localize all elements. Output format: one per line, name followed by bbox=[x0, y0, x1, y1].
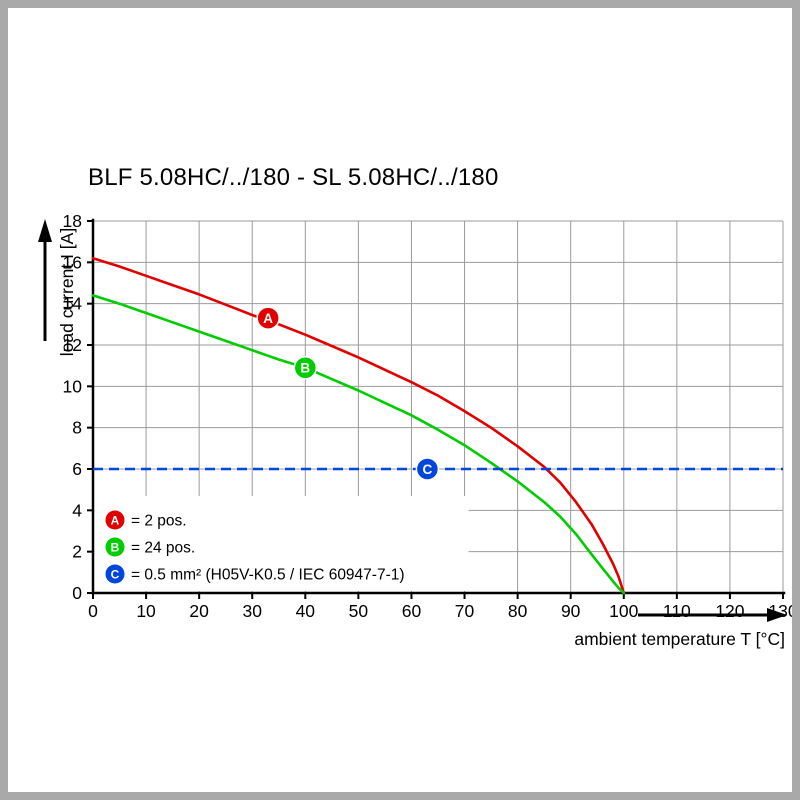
svg-text:A: A bbox=[263, 311, 273, 326]
series-A-curve bbox=[91, 256, 626, 595]
legend-marker-icon bbox=[105, 510, 125, 530]
svg-text:4: 4 bbox=[72, 500, 82, 520]
svg-text:B: B bbox=[300, 361, 310, 376]
svg-text:10: 10 bbox=[136, 601, 156, 621]
x-tick-labels: 0 10 20 30 40 50 60 70 80 90 100 110 120 130 bbox=[88, 601, 792, 621]
legend-label: = 0.5 mm² (H05V-K0.5 / IEC 60947-7-1) bbox=[131, 567, 405, 584]
svg-text:8: 8 bbox=[72, 418, 82, 438]
svg-text:90: 90 bbox=[561, 601, 581, 621]
x-axis-arrow-icon bbox=[638, 608, 787, 622]
curve-marker-B: B bbox=[293, 355, 318, 380]
legend-item-A: A = 2 pos. bbox=[105, 510, 187, 530]
svg-text:0: 0 bbox=[72, 583, 82, 603]
svg-text:40: 40 bbox=[296, 601, 316, 621]
svg-text:0: 0 bbox=[88, 601, 98, 621]
derating-chart: 0 10 20 30 40 50 60 70 80 90 100 110 120 130024681012… bbox=[38, 211, 792, 649]
svg-text:70: 70 bbox=[455, 601, 475, 621]
legend-item-B: B = 24 pos. bbox=[105, 537, 195, 557]
svg-text:30: 30 bbox=[242, 601, 262, 621]
tick-marks bbox=[87, 220, 784, 599]
svg-text:2: 2 bbox=[72, 542, 82, 562]
legend-marker-icon bbox=[105, 564, 125, 584]
x-axis-label: ambient temperature T [°C] bbox=[574, 629, 785, 649]
svg-text:16: 16 bbox=[63, 252, 82, 272]
svg-text:60: 60 bbox=[402, 601, 422, 621]
y-tick-labels: 0 2 4 6 8 10 12 14 16 18 bbox=[63, 211, 83, 603]
y-axis-arrow-icon bbox=[38, 219, 52, 341]
svg-text:100: 100 bbox=[609, 601, 638, 621]
legend: A = 2 pos. B = 24 pos. C = 0.5 mm² (H05V-K0.5… bbox=[105, 510, 405, 584]
legend-label: = 2 pos. bbox=[131, 513, 187, 530]
svg-text:110: 110 bbox=[663, 601, 691, 621]
axes bbox=[91, 218, 786, 595]
legend-label: = 24 pos. bbox=[131, 540, 195, 557]
svg-text:50: 50 bbox=[349, 601, 369, 621]
legend-item-C: C = 0.5 mm² (H05V-K0.5 / IEC 60947-7-1) bbox=[105, 564, 405, 584]
y-axis-label: load current I [A] bbox=[57, 228, 77, 356]
curve-marker-C: C bbox=[415, 457, 440, 481]
svg-text:C: C bbox=[111, 568, 120, 582]
svg-text:18: 18 bbox=[63, 211, 82, 231]
svg-text:14: 14 bbox=[63, 294, 83, 314]
legend-marker-icon bbox=[105, 537, 125, 557]
svg-text:A: A bbox=[111, 514, 120, 528]
svg-text:120: 120 bbox=[715, 601, 744, 621]
svg-text:B: B bbox=[111, 541, 120, 555]
svg-text:C: C bbox=[423, 462, 433, 477]
legend-box bbox=[94, 496, 469, 591]
svg-text:80: 80 bbox=[508, 601, 528, 621]
svg-text:20: 20 bbox=[189, 601, 209, 621]
svg-text:10: 10 bbox=[63, 376, 83, 396]
svg-text:6: 6 bbox=[72, 459, 82, 479]
curve-marker-A: A bbox=[256, 306, 280, 330]
svg-text:12: 12 bbox=[63, 335, 82, 355]
chart-title: BLF 5.08HC/../180 - SL 5.08HC/../180 bbox=[88, 164, 499, 191]
series-B-curve bbox=[91, 294, 626, 595]
